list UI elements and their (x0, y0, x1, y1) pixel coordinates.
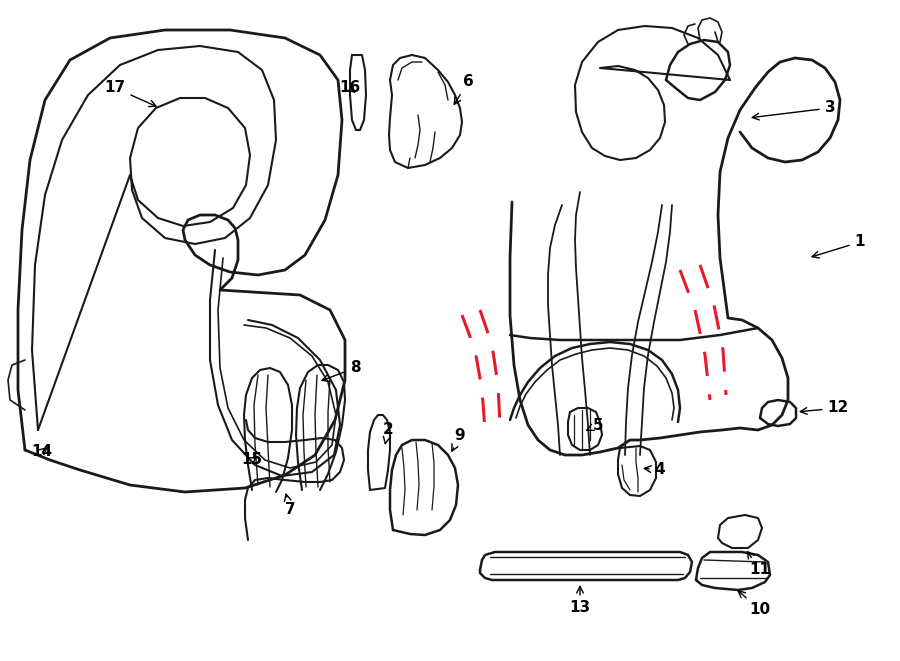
Text: 17: 17 (104, 81, 156, 106)
Text: 14: 14 (32, 444, 52, 459)
Text: 4: 4 (644, 463, 665, 477)
Text: 13: 13 (570, 586, 590, 615)
Text: 16: 16 (339, 81, 361, 95)
Text: 8: 8 (322, 360, 360, 381)
Text: 15: 15 (241, 453, 263, 467)
Text: 11: 11 (747, 551, 770, 578)
Text: 6: 6 (454, 75, 473, 104)
Text: 2: 2 (382, 422, 393, 444)
Text: 5: 5 (587, 418, 603, 432)
Text: 3: 3 (752, 100, 835, 120)
Text: 1: 1 (812, 235, 865, 258)
Text: 7: 7 (284, 494, 295, 518)
Text: 9: 9 (452, 428, 465, 451)
Text: 12: 12 (800, 401, 849, 416)
Text: 10: 10 (738, 591, 770, 617)
